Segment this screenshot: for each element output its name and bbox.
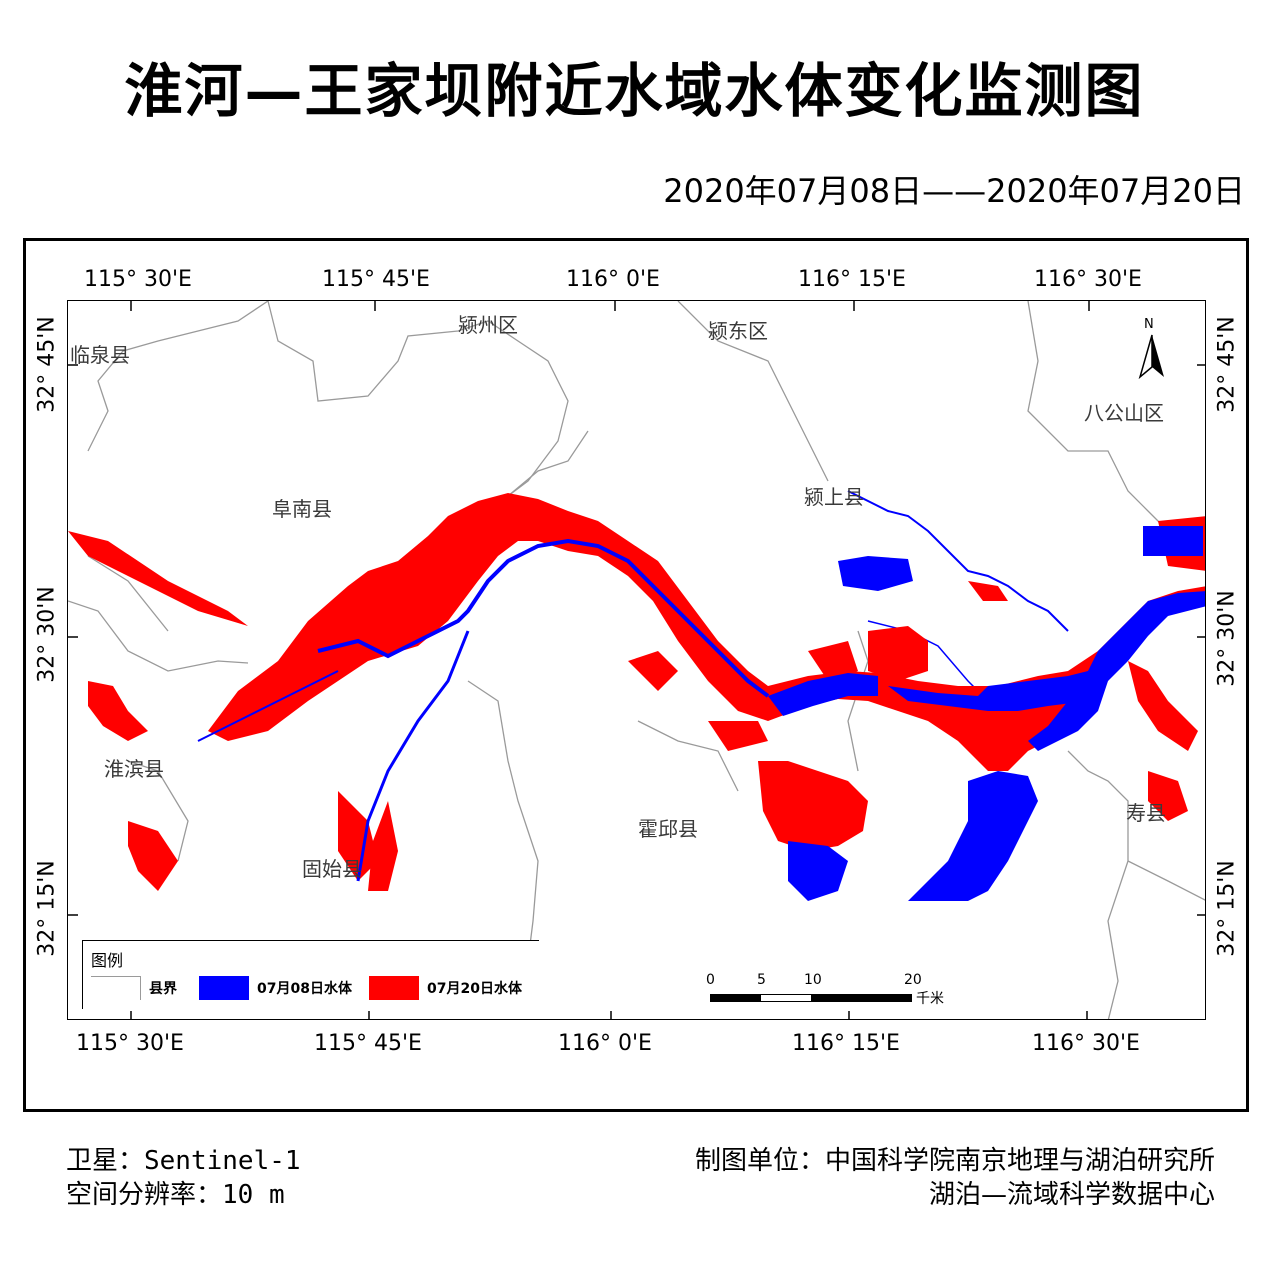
legend-swatch-0720 [369,976,419,1000]
place-label-linquan: 临泉县 [70,343,130,367]
top-lon-label: 116° 30'E [1034,267,1142,292]
map-svg [68,301,1205,1019]
producer-label: 制图单位：中国科学院南京地理与湖泊研究所 [694,1146,1215,1176]
water-body-0708 [1143,526,1203,556]
legend-swatch-0708 [199,976,249,1000]
legend-label: 07月20日水体 [427,981,522,997]
scale-unit: 千米 [916,991,944,1007]
satellite-label: 卫星：Sentinel-1 [66,1146,301,1176]
flood-area-0720 [88,681,148,741]
scale-bar: 0 5 10 20 千米 [706,972,956,1012]
scale-tick-label: 5 [757,972,766,988]
legend-swatch-boundary [91,976,141,1000]
map-title: 淮河—王家坝附近水域水体变化监测图 [124,57,1145,125]
right-lat-label: 32° 15'N [1214,860,1240,957]
legend-label: 07月08日水体 [257,981,352,997]
place-label-yingshang: 颍上县 [804,485,864,509]
scale-tick-label: 0 [706,972,715,988]
north-arrow-label: N [1144,317,1154,332]
legend-label: 县界 [149,981,177,997]
producer-sub-label: 湖泊—流域科学数据中心 [928,1180,1215,1210]
left-lat-label: 32° 30'N [34,586,60,683]
river-channel [356,630,470,882]
flood-area-0720 [868,626,928,681]
flood-area-0720 [338,791,378,881]
bottom-lon-label: 116° 15'E [792,1031,900,1056]
bottom-lon-label: 116° 30'E [1032,1031,1140,1056]
right-lat-label: 32° 45'N [1214,316,1240,413]
flood-area-0720 [758,761,868,851]
place-label-huaibin: 淮滨县 [104,757,164,781]
legend-item-water-0708: 07月08日水体 [199,975,352,1001]
map-body[interactable]: N 临泉县 颍州区 颍东区 八公山区 阜南县 颍上县 淮滨县 固始县 霍邱县 寿… [67,300,1206,1020]
place-label-shou: 寿县 [1126,801,1166,825]
place-label-gushi: 固始县 [302,857,362,881]
river-channel [197,670,339,742]
north-arrow-icon [1138,334,1164,379]
water-body-0708 [768,673,878,716]
right-lat-label: 32° 30'N [1214,590,1240,687]
flood-area-0720 [808,641,858,681]
water-body-0708 [908,771,1038,901]
legend-item-water-0720: 07月20日水体 [369,975,522,1001]
county-boundaries [68,301,1205,1019]
ying-river [847,490,1069,632]
place-label-huoqiu: 霍邱县 [638,817,698,841]
scale-tick-label: 20 [904,972,922,988]
legend-box: 图例 县界 07月08日水体 07月20日水体 [82,940,539,1009]
scale-tick-label: 10 [804,972,822,988]
water-body-0708 [1028,591,1205,751]
place-label-yingdong: 颍东区 [708,319,768,343]
flood-area-0720 [68,531,248,626]
top-lon-label: 116° 0'E [566,267,660,292]
left-lat-label: 32° 45'N [34,316,60,413]
place-label-funan: 阜南县 [272,497,332,521]
legend-item-boundary: 县界 [91,975,177,1001]
scale-bar-segments [710,994,912,1002]
bottom-lon-label: 115° 30'E [76,1031,184,1056]
top-lon-label: 115° 45'E [322,267,430,292]
map-outer-frame [23,238,1249,1112]
top-lon-label: 116° 15'E [798,267,906,292]
place-label-bagongshan: 八公山区 [1084,401,1164,425]
frame-ticks [68,301,1205,1019]
flood-area-0720 [968,581,1008,601]
left-lat-label: 32° 15'N [34,860,60,957]
flood-area-0720 [1148,771,1188,821]
tributary-river [867,620,979,692]
water-body-0708 [788,841,848,901]
bottom-lon-label: 116° 0'E [558,1031,652,1056]
flood-area-0720 [628,651,678,691]
flood-area-0720 [368,801,398,891]
bottom-lon-label: 115° 45'E [314,1031,422,1056]
water-body-0708 [838,556,913,591]
flood-area-0720 [128,821,178,891]
place-label-yingzhou: 颍州区 [458,313,518,337]
flood-area-0720 [708,721,768,751]
resolution-label: 空间分辨率：10 m [66,1180,285,1210]
flood-area-0720 [1128,661,1198,751]
huai-channel [317,538,770,698]
date-range: 2020年07月08日——2020年07月20日 [663,172,1245,210]
water-body-0708 [888,671,1088,711]
legend-title: 图例 [91,951,124,970]
top-lon-label: 115° 30'E [84,267,192,292]
